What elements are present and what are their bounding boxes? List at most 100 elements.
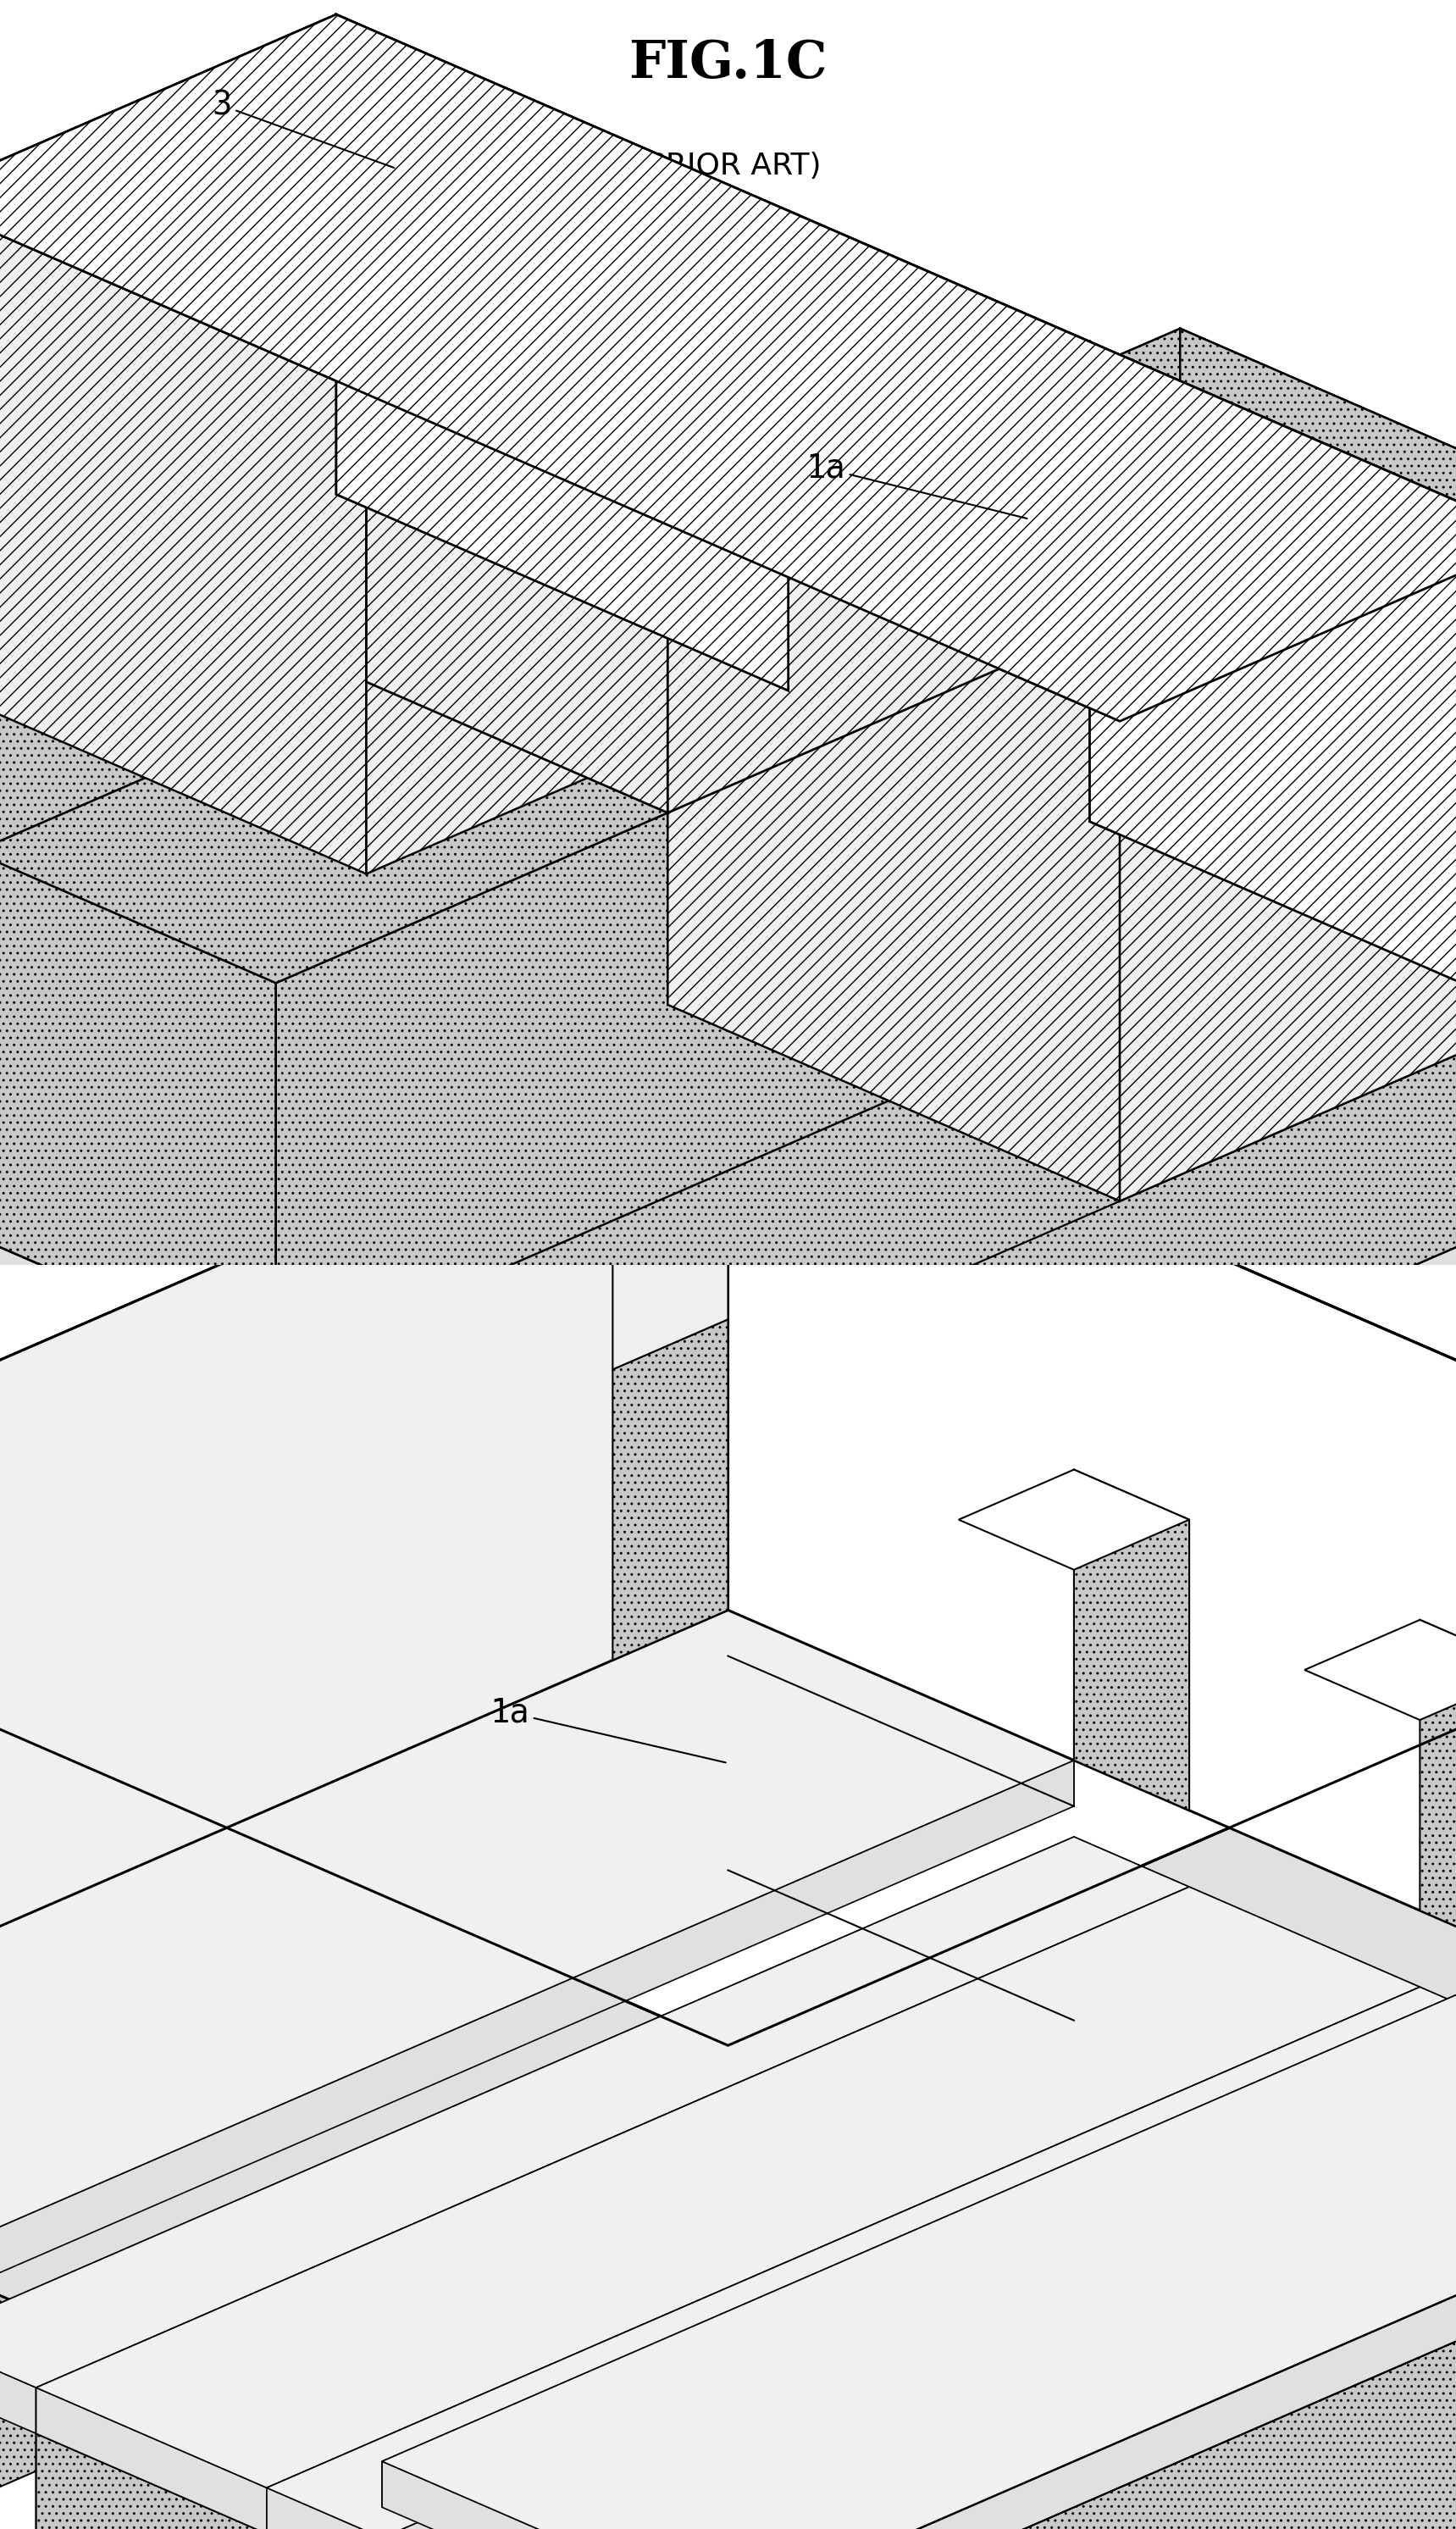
Polygon shape: [266, 1988, 1456, 2529]
Polygon shape: [336, 15, 788, 690]
Polygon shape: [1075, 1836, 1190, 1932]
Polygon shape: [1089, 341, 1456, 1017]
Polygon shape: [36, 1932, 1420, 2529]
Polygon shape: [381, 2461, 728, 2529]
Polygon shape: [0, 329, 1456, 984]
Polygon shape: [0, 1545, 728, 2529]
Polygon shape: [0, 2337, 36, 2433]
Text: (PRIOR ART): (PRIOR ART): [635, 1416, 821, 1444]
Polygon shape: [728, 1039, 1456, 1755]
Polygon shape: [0, 1806, 1075, 2521]
Polygon shape: [668, 341, 1456, 721]
Polygon shape: [0, 1656, 728, 2372]
Polygon shape: [0, 15, 788, 395]
Polygon shape: [381, 2005, 1456, 2529]
Polygon shape: [668, 341, 1089, 812]
Polygon shape: [668, 341, 1089, 1004]
Text: (PRIOR ART): (PRIOR ART): [635, 152, 821, 180]
Polygon shape: [728, 1044, 1456, 2112]
Polygon shape: [336, 15, 788, 690]
Text: 1a: 1a: [489, 1697, 725, 1763]
Polygon shape: [728, 324, 1179, 713]
Polygon shape: [958, 1469, 1190, 1571]
Text: 3: 3: [213, 89, 395, 167]
Polygon shape: [788, 210, 1089, 630]
Polygon shape: [381, 2506, 728, 2529]
Polygon shape: [0, 1039, 728, 1755]
Polygon shape: [0, 1611, 1075, 2261]
Polygon shape: [728, 1044, 1456, 2112]
Polygon shape: [1420, 1988, 1456, 2084]
Polygon shape: [0, 15, 336, 678]
Polygon shape: [728, 1611, 1075, 1806]
Polygon shape: [0, 329, 1179, 1237]
Polygon shape: [0, 1044, 1456, 2046]
Polygon shape: [367, 395, 668, 812]
Polygon shape: [0, 197, 367, 875]
Polygon shape: [728, 847, 1456, 1563]
Polygon shape: [0, 516, 728, 1232]
Polygon shape: [613, 1044, 728, 1368]
Polygon shape: [266, 1988, 1420, 2529]
Polygon shape: [728, 516, 1456, 1232]
Polygon shape: [0, 1836, 1075, 2382]
Polygon shape: [277, 460, 1456, 1366]
Polygon shape: [1120, 539, 1456, 1201]
Polygon shape: [1420, 1619, 1456, 1960]
Polygon shape: [367, 210, 788, 683]
Polygon shape: [728, 2112, 1456, 2529]
Polygon shape: [1075, 1469, 1190, 1811]
Polygon shape: [0, 1656, 1075, 2306]
Polygon shape: [728, 2157, 1456, 2529]
Polygon shape: [36, 1887, 1190, 2433]
Text: FIG.1C: FIG.1C: [629, 38, 827, 89]
Polygon shape: [668, 526, 1120, 1201]
Polygon shape: [0, 521, 1179, 1237]
Text: FIG.1D: FIG.1D: [628, 1302, 828, 1353]
Polygon shape: [0, 852, 277, 1366]
Polygon shape: [36, 1932, 1190, 2529]
Polygon shape: [728, 1545, 1456, 2529]
Polygon shape: [0, 2372, 728, 2529]
Polygon shape: [1179, 329, 1456, 842]
Polygon shape: [1089, 341, 1456, 1017]
Polygon shape: [1305, 1619, 1456, 1720]
Polygon shape: [381, 2005, 1456, 2529]
Polygon shape: [788, 210, 1089, 630]
Polygon shape: [0, 1871, 728, 2524]
Polygon shape: [728, 1871, 1456, 2524]
Polygon shape: [381, 2038, 1456, 2529]
Polygon shape: [266, 2033, 1420, 2529]
Polygon shape: [0, 324, 728, 1039]
Polygon shape: [381, 1960, 1456, 2529]
Polygon shape: [277, 652, 1456, 1366]
Polygon shape: [0, 1871, 1456, 2529]
Polygon shape: [0, 516, 1456, 1563]
Polygon shape: [36, 2387, 266, 2529]
Polygon shape: [367, 210, 1089, 526]
Polygon shape: [0, 15, 1456, 721]
Polygon shape: [0, 1760, 1075, 2306]
Text: 1a: 1a: [805, 453, 1026, 518]
Polygon shape: [1190, 1932, 1420, 2170]
Polygon shape: [0, 1044, 728, 2112]
Polygon shape: [367, 210, 788, 875]
Polygon shape: [381, 1960, 1456, 2506]
Polygon shape: [613, 1320, 728, 1659]
Polygon shape: [277, 1176, 728, 1563]
Polygon shape: [36, 2433, 266, 2529]
Polygon shape: [0, 1044, 728, 2112]
Polygon shape: [728, 324, 1179, 713]
Polygon shape: [277, 652, 1456, 1371]
Polygon shape: [0, 1836, 1190, 2387]
Polygon shape: [1190, 1887, 1420, 2033]
Polygon shape: [36, 1887, 1420, 2489]
Polygon shape: [728, 2372, 1456, 2529]
Polygon shape: [0, 1611, 728, 2157]
Polygon shape: [728, 1656, 1075, 2021]
Polygon shape: [1179, 329, 1456, 842]
Polygon shape: [36, 1887, 1190, 2433]
Polygon shape: [266, 2489, 381, 2529]
Polygon shape: [266, 1988, 1420, 2529]
Polygon shape: [0, 324, 1179, 1044]
